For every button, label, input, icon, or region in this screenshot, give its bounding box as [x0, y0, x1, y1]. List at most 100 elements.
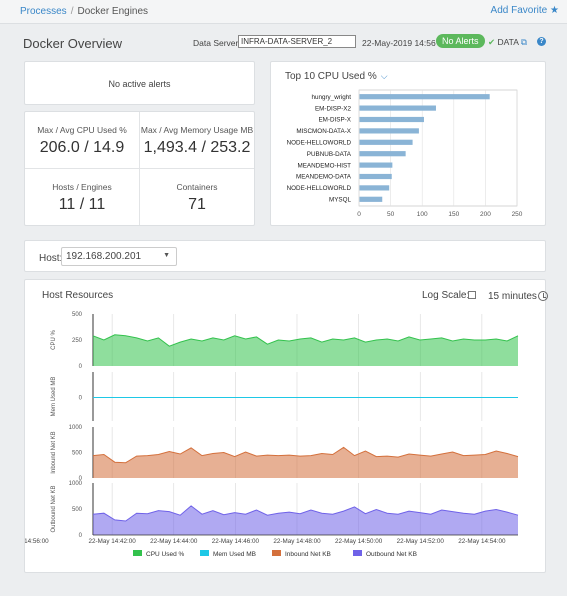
kpi-containers-value: 71	[188, 196, 206, 213]
alerts-badge[interactable]: No Alerts	[436, 34, 485, 48]
legend-label: Inbound Net KB	[285, 551, 331, 558]
x-tick-label: 22-May 14:56:00	[25, 538, 49, 545]
bar	[359, 162, 393, 168]
host-panel: Host: 192.168.200.201 ▼	[24, 240, 546, 272]
bar	[359, 105, 436, 111]
timespan-label[interactable]: 15 minutes	[488, 291, 537, 302]
series-line	[92, 446, 519, 464]
y-axis-label: CPU %	[51, 330, 57, 350]
check-icon: ✔	[488, 37, 496, 47]
bar	[359, 94, 490, 100]
y-tick-label: 0	[79, 476, 83, 482]
data-server-field[interactable]: INFRA-DATA-SERVER_2	[238, 35, 356, 48]
kpi-cpu-value: 206.0 / 14.9	[39, 139, 125, 156]
page-title: Docker Overview	[23, 36, 122, 51]
top-bar: Processes / Docker Engines Add Favorite ★	[0, 0, 567, 24]
kpi-memory-label: Max / Avg Memory Usage MB	[140, 125, 254, 135]
log-scale-checkbox[interactable]	[468, 291, 476, 299]
kpi-hosts[interactable]: Hosts / Engines 11 / 11	[25, 169, 139, 225]
host-select-value: 192.168.200.201	[66, 251, 142, 262]
breadcrumb-current: Docker Engines	[77, 6, 149, 17]
breadcrumb: Processes / Docker Engines	[20, 6, 148, 17]
x-tick-label: 0	[357, 211, 361, 218]
top10-title-text: Top 10 CPU Used %	[285, 71, 377, 82]
host-resources-title: Host Resources	[42, 290, 114, 301]
y-tick-label: 0	[79, 364, 83, 370]
alerts-panel: No active alerts	[24, 61, 255, 105]
series-area	[93, 505, 518, 535]
bar	[359, 151, 406, 157]
data-server-label: Data Server:	[193, 38, 241, 48]
series-line	[92, 334, 519, 347]
kpi-cpu-label: Max / Avg CPU Used %	[37, 125, 127, 135]
x-tick-label: 22-May 14:46:00	[212, 538, 260, 545]
clock-icon[interactable]	[538, 291, 548, 301]
bar	[359, 139, 413, 145]
caret-down-icon: ▼	[163, 252, 170, 259]
kpi-containers-label: Containers	[176, 182, 218, 192]
x-tick-label: 250	[512, 211, 523, 218]
star-icon: ★	[550, 5, 559, 16]
kpi-cpu[interactable]: Max / Avg CPU Used % 206.0 / 14.9	[25, 112, 139, 168]
kpi-memory[interactable]: Max / Avg Memory Usage MB 1,493.4 / 253.…	[140, 112, 254, 168]
x-tick-label: 200	[480, 211, 491, 218]
kpi-hosts-value: 11 / 11	[58, 196, 106, 213]
add-favorite-button[interactable]: Add Favorite ★	[491, 5, 559, 16]
external-link-icon[interactable]: ⧉	[520, 37, 527, 47]
chevron-down-icon[interactable]: ⌵	[380, 71, 388, 81]
y-tick-label: 500	[72, 507, 83, 513]
y-tick-label: 500	[72, 451, 83, 457]
y-tick-label: 0	[79, 396, 83, 402]
legend-swatch	[353, 550, 362, 556]
top10-panel: Top 10 CPU Used % ⌵ 0 50 100 150 200 250 hungry…	[270, 61, 546, 226]
y-tick-label: 1000	[69, 425, 83, 431]
bar	[359, 116, 424, 123]
bar-category-label: hungry_wright	[311, 94, 351, 101]
kpi-memory-value: 1,493.4 / 253.2	[143, 139, 251, 156]
kpi-panel: Max / Avg CPU Used % 206.0 / 14.9 Max / …	[24, 111, 255, 226]
host-resources-panel: Host Resources Log Scale: 15 minutes CPU…	[24, 279, 548, 573]
x-tick-label: 50	[387, 211, 395, 218]
x-tick-label: 22-May 14:44:00	[150, 538, 198, 545]
y-axis-label: Inbound Net KB	[51, 431, 57, 473]
bar-category-label: MEANDEMO-HIST	[297, 162, 351, 169]
legend-label: Outbound Net KB	[366, 551, 417, 558]
bar	[359, 128, 419, 134]
y-axis-label: Outbound Net KB	[51, 485, 57, 532]
x-tick-label: 22-May 14:42:00	[88, 538, 136, 545]
legend-swatch	[133, 550, 142, 556]
bar-category-label: NODE-HELLOWORLD	[287, 185, 352, 192]
series-line	[92, 505, 519, 522]
host-select[interactable]: 192.168.200.201 ▼	[61, 247, 177, 266]
kpi-hosts-label: Hosts / Engines	[52, 182, 112, 192]
y-tick-label: 1000	[69, 481, 83, 487]
help-icon[interactable]: ?	[537, 37, 546, 46]
x-tick-label: 22-May 14:50:00	[335, 538, 383, 545]
data-status-label: DATA	[497, 37, 519, 47]
x-tick-label: 150	[448, 211, 459, 218]
series-area	[93, 447, 518, 478]
y-axis-label: Mem Used MB	[51, 377, 57, 417]
current-date: 22-May-2019 14:56	[362, 38, 436, 48]
y-tick-label: 500	[72, 312, 83, 318]
x-tick-label: 22-May 14:54:00	[458, 538, 506, 545]
bar	[359, 185, 390, 191]
series-area	[93, 334, 518, 366]
bar-category-label: EM-DISP-X2	[315, 105, 352, 112]
bar-category-label: MISCMON-DATA-X	[296, 128, 351, 135]
kpi-containers[interactable]: Containers 71	[140, 169, 254, 225]
x-tick-label: 22-May 14:52:00	[397, 538, 445, 545]
host-label: Host:	[39, 253, 63, 264]
y-tick-label: 0	[79, 533, 83, 539]
data-status[interactable]: ✔ DATA ⧉	[488, 37, 527, 48]
legend-label: Mem Used MB	[213, 551, 256, 558]
bar-category-label: MYSQL	[329, 197, 352, 204]
top10-title[interactable]: Top 10 CPU Used % ⌵	[285, 71, 388, 82]
x-tick-label: 100	[417, 211, 428, 218]
bar	[359, 173, 392, 180]
bar	[359, 196, 383, 202]
breadcrumb-processes-link[interactable]: Processes	[20, 6, 67, 17]
x-tick-label: 22-May 14:48:00	[273, 538, 321, 545]
bar-category-label: MEANDEMO-DATA	[296, 174, 352, 181]
bar-category-label: NODE-HELLOWORLD	[287, 140, 352, 147]
